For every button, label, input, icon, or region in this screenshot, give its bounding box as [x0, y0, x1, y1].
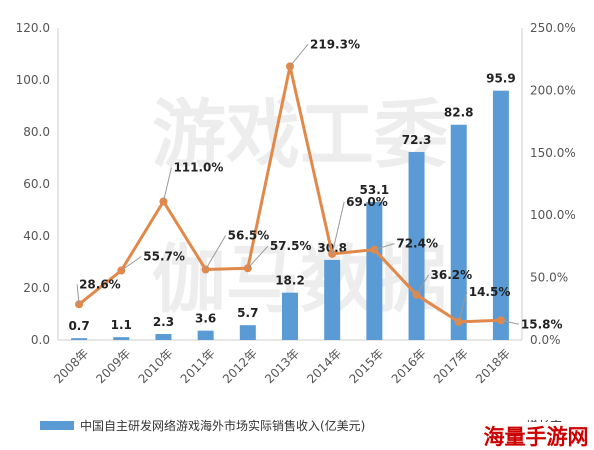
- line-value-label: 36.2%: [431, 268, 473, 282]
- bar: [450, 124, 467, 340]
- line-label-leader: [205, 235, 227, 270]
- bar: [71, 338, 88, 340]
- bar-labels: 0.7 1.1 2.3 3.6 5.718.230.853.172.382.895.9: [68, 72, 515, 334]
- left-tick-label: 120.0: [16, 21, 50, 35]
- line-label-leader: [76, 284, 80, 305]
- bar-value-label: 72.3: [402, 133, 432, 147]
- watermark-bottom: 伽马数据: [152, 237, 448, 323]
- bar: [155, 334, 172, 340]
- line-label-leader: [458, 291, 468, 323]
- bar-value-label: 53.1: [360, 183, 390, 197]
- x-tick-label: 2009年: [93, 346, 133, 386]
- x-tick-label: 2013年: [262, 346, 302, 386]
- bar: [282, 292, 298, 340]
- logo-badge: [478, 422, 594, 450]
- x-tick-label: 2018年: [473, 346, 513, 386]
- bar-value-label: 82.8: [444, 106, 474, 120]
- x-tick-label: 2017年: [431, 346, 471, 386]
- line-value-label: 55.7%: [143, 249, 185, 263]
- line-label-leader: [416, 274, 429, 296]
- right-tick-label: 100.0%: [530, 208, 576, 222]
- right-axis-ticks: 0.0% 50.0% 100.0% 150.0% 200.0% 250.0%: [530, 21, 576, 347]
- bar: [113, 337, 130, 340]
- bar-value-label: 0.7: [68, 319, 89, 333]
- bar-value-label: 1.1: [111, 318, 132, 332]
- x-tick-label: 2012年: [220, 346, 260, 386]
- right-tick-label: 50.0%: [530, 271, 568, 285]
- left-tick-label: 20.0: [23, 281, 50, 295]
- line-value-label: 14.5%: [469, 285, 511, 299]
- line-value-label: 219.3%: [310, 37, 360, 51]
- right-tick-label: 250.0%: [530, 21, 576, 35]
- line-label-leader: [289, 43, 309, 67]
- line-label-leader: [162, 167, 172, 202]
- x-tick-label: 2016年: [389, 346, 429, 386]
- line-labels: 28.6% 55.7% 111.0% 56.5%57.5% 219.3% 69.0% 72.…: [76, 37, 563, 331]
- line-value-label: 57.5%: [270, 239, 312, 253]
- bar: [492, 90, 509, 340]
- x-tick-label: 2015年: [347, 346, 387, 386]
- line-label-leader: [331, 201, 345, 255]
- bar-value-label: 3.6: [195, 312, 216, 326]
- line-value-label: 28.6%: [79, 277, 121, 291]
- bar-value-label: 95.9: [486, 72, 516, 86]
- line-value-label: 15.8%: [521, 317, 563, 331]
- bar-value-label: 2.3: [153, 315, 174, 329]
- logo-text: 海量手游网: [484, 425, 589, 449]
- bar-series: [71, 90, 509, 340]
- bar: [408, 152, 425, 340]
- line-value-label: 72.4%: [396, 237, 438, 251]
- line-label-leader: [247, 245, 269, 269]
- bar: [324, 259, 341, 340]
- line-label-leader: [500, 319, 520, 325]
- bar-value-label: 18.2: [275, 274, 305, 288]
- line-label-leader: [120, 256, 142, 271]
- bar: [197, 330, 214, 340]
- left-tick-label: 0.0: [31, 333, 50, 347]
- right-tick-label: 0.0%: [530, 333, 561, 347]
- line-value-label: 56.5%: [228, 228, 270, 242]
- left-tick-label: 60.0: [23, 177, 50, 191]
- line-label-leader: [374, 243, 395, 251]
- bar-value-label: 5.7: [237, 306, 258, 320]
- right-tick-label: 150.0%: [530, 146, 576, 160]
- x-tick-label: 2014年: [304, 346, 344, 386]
- x-axis-ticks: 2008年 2009年 2010年 2011年 2012年 2013年 2014年 2015年…: [51, 346, 513, 386]
- left-tick-label: 80.0: [23, 125, 50, 139]
- left-axis-ticks: 0.0 20.0 40.0 60.0 80.0 100.0 120.0: [16, 21, 50, 347]
- line-value-label: 69.0%: [346, 195, 388, 209]
- line-value-label: 111.0%: [173, 160, 223, 174]
- bar: [366, 201, 383, 340]
- left-tick-label: 40.0: [23, 229, 50, 243]
- x-tick-label: 2010年: [136, 346, 176, 386]
- legend-bar-label: 中国自主研发网络游戏海外市场实际销售收入(亿美元): [80, 418, 365, 433]
- left-tick-label: 100.0: [16, 73, 50, 87]
- x-tick-label: 2008年: [51, 346, 91, 386]
- x-tick-label: 2011年: [178, 346, 218, 386]
- right-tick-label: 200.0%: [530, 83, 576, 97]
- bar: [239, 325, 256, 340]
- legend-bar-swatch: [40, 421, 74, 430]
